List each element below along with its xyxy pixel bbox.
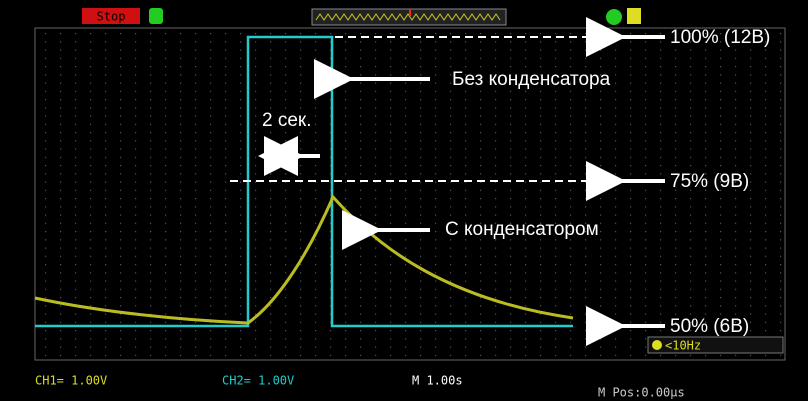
annotation: 2 сек. — [262, 110, 312, 131]
oscilloscope-screen: Stop 100% (12В) Без конденсатора 2 сек. … — [0, 0, 808, 401]
annotation: 50% (6В) — [670, 316, 749, 337]
icon — [652, 340, 662, 350]
annotation: Без конденсатора — [452, 69, 611, 90]
icon — [606, 9, 622, 25]
position: M Pos:0.00µs — [598, 386, 685, 400]
icon — [149, 8, 163, 24]
trigger-freq: <10Hz — [665, 339, 701, 353]
annotation: 75% (9В) — [670, 171, 749, 192]
icon — [627, 8, 641, 24]
run-state: Stop — [97, 10, 126, 24]
ch1-scale: CH1= 1.00V — [35, 374, 107, 388]
timebase: M 1.00s — [412, 374, 463, 388]
annotation: 100% (12В) — [670, 27, 770, 48]
ch2-scale: CH2= 1.00V — [222, 374, 294, 388]
annotation: С конденсатором — [445, 219, 599, 240]
